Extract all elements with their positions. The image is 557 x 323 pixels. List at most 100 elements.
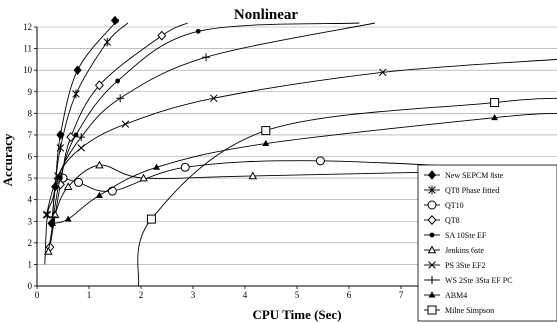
x-tick-label: 3 xyxy=(191,290,196,300)
data-point xyxy=(248,171,258,180)
data-point xyxy=(53,174,62,183)
series-sa-10ste-ef xyxy=(50,22,360,224)
data-point xyxy=(56,130,65,140)
y-tick-label: 1 xyxy=(28,259,33,269)
x-axis-title: CPU Time (Sec) xyxy=(252,307,341,322)
data-point xyxy=(107,186,117,196)
data-point xyxy=(48,212,57,221)
legend: New SEPCM 8ste QT8 Phase fitted QT10 QT8 SA … xyxy=(417,164,557,322)
data-point xyxy=(94,80,104,91)
y-tick-label: 12 xyxy=(23,22,32,32)
y-tick-label: 6 xyxy=(28,152,33,162)
data-point xyxy=(157,30,167,41)
data-point xyxy=(73,132,79,138)
legend-item: Milne Simpson xyxy=(424,305,494,315)
y-tick-label: 11 xyxy=(23,44,32,54)
data-point xyxy=(63,182,73,191)
series-ws-2ste-3sta-ef-pc xyxy=(48,22,376,221)
y-tick-label: 3 xyxy=(28,216,33,226)
data-point xyxy=(115,78,120,84)
data-point xyxy=(210,94,218,102)
data-point xyxy=(379,68,387,77)
x-tick-label: 1 xyxy=(87,290,92,300)
data-point xyxy=(116,94,125,103)
data-point xyxy=(153,163,161,170)
series-layer xyxy=(42,15,557,287)
legend-item: Jenkins 6ste xyxy=(424,245,484,255)
y-tick-label: 10 xyxy=(23,65,33,75)
legend-label: New SEPCM 8ste xyxy=(445,171,504,180)
legend-marker xyxy=(428,291,436,298)
data-point xyxy=(110,15,120,26)
legend-marker xyxy=(427,200,437,210)
legend-marker xyxy=(427,305,437,315)
data-point xyxy=(95,191,103,198)
y-tick-label: 2 xyxy=(28,238,33,248)
series-qt10 xyxy=(58,156,557,196)
x-tick-label: 7 xyxy=(399,290,404,300)
data-point xyxy=(49,219,57,226)
data-point xyxy=(180,162,190,172)
series-qt8-phase-fitted xyxy=(43,22,129,265)
data-point xyxy=(146,214,156,224)
legend-marker xyxy=(428,185,436,195)
chart-title: Nonlinear xyxy=(234,7,299,23)
legend-label: WS 2Ste 3Sta EF PC xyxy=(445,276,513,285)
legend-label: QT8 Phase fitted xyxy=(445,186,499,195)
legend-label: SA 10Ste EF xyxy=(445,231,487,240)
legend-item: New SEPCM 8ste xyxy=(424,170,504,180)
data-point xyxy=(103,37,111,47)
x-tick-label: 6 xyxy=(347,290,352,300)
data-point xyxy=(77,144,85,152)
data-point xyxy=(66,132,76,143)
data-point xyxy=(490,98,500,108)
legend-label: Milne Simpson xyxy=(445,306,494,315)
data-point xyxy=(202,53,210,62)
legend-label: QT8 xyxy=(445,216,460,225)
y-tick-label: 0 xyxy=(28,281,33,291)
legend-box xyxy=(417,164,557,322)
series-line xyxy=(52,112,557,224)
series-line xyxy=(47,164,557,252)
legend-marker xyxy=(429,232,435,238)
y-tick-label: 4 xyxy=(28,195,33,205)
data-point xyxy=(44,247,53,255)
x-tick-label: 4 xyxy=(243,290,248,300)
legend-item: ABM4 xyxy=(424,291,467,300)
x-tick-label: 0 xyxy=(35,290,40,300)
data-point xyxy=(261,126,271,136)
data-point xyxy=(262,139,270,147)
data-point xyxy=(195,28,201,34)
y-tick-label: 9 xyxy=(28,87,33,97)
series-line xyxy=(52,22,360,222)
legend-item: WS 2Ste 3Sta EF PC xyxy=(424,276,513,285)
legend-label: PS 3Ste EF2 xyxy=(445,261,485,270)
tick-labels: 0123456789100123456789101112 xyxy=(23,22,557,300)
legend-item: PS 3Ste EF2 xyxy=(424,261,485,270)
y-axis-title: Accuracy xyxy=(0,133,15,186)
legend-item: QT8 xyxy=(424,215,460,225)
legend-marker xyxy=(427,245,437,254)
legend-marker xyxy=(428,276,436,284)
series-jenkins-6ste xyxy=(44,160,557,255)
data-point xyxy=(64,215,72,222)
data-point xyxy=(73,65,82,75)
data-point xyxy=(77,133,86,142)
legend-item: SA 10Ste EF xyxy=(424,231,487,240)
x-tick-label: 5 xyxy=(295,290,300,300)
data-point xyxy=(139,173,148,182)
data-point xyxy=(95,160,104,169)
data-point xyxy=(56,143,65,153)
data-point xyxy=(121,120,130,128)
data-point xyxy=(72,89,80,99)
legend-item: QT10 xyxy=(424,200,464,210)
data-point xyxy=(315,156,325,166)
x-tick-label: 2 xyxy=(139,290,144,300)
legend-marker xyxy=(427,215,437,225)
y-tick-label: 8 xyxy=(28,108,33,118)
y-tick-label: 7 xyxy=(28,130,33,140)
legend-marker xyxy=(428,261,436,269)
data-point xyxy=(50,210,60,219)
grid-lines xyxy=(37,26,557,287)
